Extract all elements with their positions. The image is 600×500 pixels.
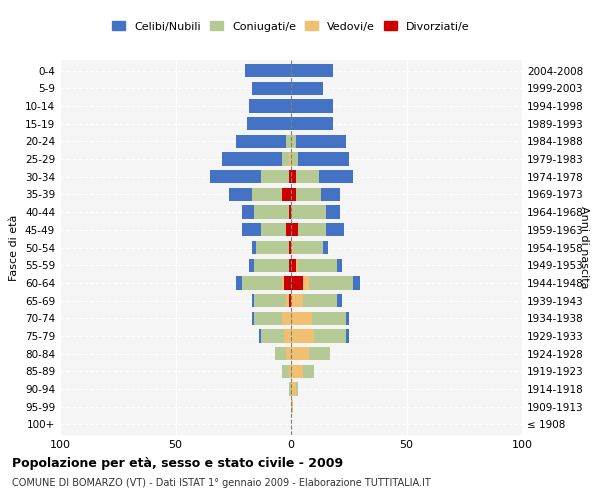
Bar: [289, 206, 291, 219]
Bar: [291, 223, 298, 236]
Bar: [291, 134, 296, 148]
Bar: [254, 312, 282, 325]
Bar: [291, 241, 293, 254]
Bar: [346, 330, 349, 342]
Bar: [293, 241, 323, 254]
Bar: [291, 152, 298, 166]
Bar: [289, 152, 291, 166]
Bar: [298, 258, 337, 272]
Bar: [236, 276, 242, 289]
Bar: [302, 276, 310, 289]
Bar: [337, 294, 342, 307]
Bar: [286, 347, 291, 360]
Bar: [291, 400, 293, 413]
Bar: [291, 330, 314, 342]
Bar: [291, 82, 323, 95]
Bar: [252, 312, 254, 325]
Bar: [291, 206, 326, 219]
Bar: [247, 117, 291, 130]
Bar: [291, 294, 302, 307]
Bar: [282, 152, 289, 166]
Bar: [291, 347, 310, 360]
Bar: [314, 330, 346, 342]
Bar: [296, 134, 346, 148]
Bar: [291, 117, 332, 130]
Bar: [289, 258, 291, 272]
Bar: [282, 312, 291, 325]
Bar: [312, 312, 346, 325]
Bar: [291, 188, 296, 201]
Bar: [261, 330, 284, 342]
Bar: [298, 223, 326, 236]
Bar: [289, 364, 291, 378]
Bar: [296, 170, 319, 183]
Bar: [296, 382, 298, 396]
Bar: [256, 241, 289, 254]
Bar: [291, 64, 332, 77]
Bar: [302, 364, 314, 378]
Bar: [259, 330, 261, 342]
Bar: [323, 241, 328, 254]
Bar: [302, 294, 337, 307]
Bar: [261, 170, 289, 183]
Bar: [310, 347, 330, 360]
Bar: [286, 223, 291, 236]
Bar: [291, 258, 296, 272]
Bar: [291, 276, 302, 289]
Text: Popolazione per età, sesso e stato civile - 2009: Popolazione per età, sesso e stato civil…: [12, 458, 343, 470]
Bar: [291, 100, 332, 112]
Bar: [261, 223, 286, 236]
Bar: [282, 188, 291, 201]
Bar: [282, 364, 289, 378]
Bar: [229, 188, 252, 201]
Bar: [254, 206, 289, 219]
Bar: [353, 276, 360, 289]
Bar: [326, 206, 340, 219]
Bar: [346, 312, 349, 325]
Bar: [275, 347, 286, 360]
Bar: [250, 258, 254, 272]
Y-axis label: Fasce di età: Fasce di età: [10, 214, 19, 280]
Bar: [298, 152, 349, 166]
Bar: [291, 364, 302, 378]
Bar: [289, 170, 291, 183]
Bar: [252, 294, 254, 307]
Bar: [291, 312, 312, 325]
Bar: [310, 276, 353, 289]
Bar: [289, 294, 291, 307]
Y-axis label: Anni di nascita: Anni di nascita: [579, 206, 589, 289]
Bar: [286, 134, 291, 148]
Bar: [252, 82, 291, 95]
Bar: [242, 223, 261, 236]
Bar: [252, 188, 282, 201]
Bar: [210, 170, 261, 183]
Bar: [319, 170, 353, 183]
Bar: [296, 258, 298, 272]
Bar: [337, 258, 342, 272]
Bar: [326, 223, 344, 236]
Bar: [222, 152, 282, 166]
Bar: [282, 276, 284, 289]
Bar: [242, 276, 282, 289]
Bar: [245, 64, 291, 77]
Bar: [286, 294, 289, 307]
Legend: Celibi/Nubili, Coniugati/e, Vedovi/e, Divorziati/e: Celibi/Nubili, Coniugati/e, Vedovi/e, Di…: [108, 17, 474, 36]
Bar: [250, 100, 291, 112]
Bar: [284, 330, 291, 342]
Bar: [252, 241, 256, 254]
Bar: [291, 382, 296, 396]
Bar: [321, 188, 340, 201]
Bar: [236, 134, 286, 148]
Bar: [242, 206, 254, 219]
Bar: [254, 258, 289, 272]
Bar: [254, 294, 286, 307]
Bar: [284, 276, 291, 289]
Bar: [289, 241, 291, 254]
Bar: [296, 188, 321, 201]
Bar: [291, 170, 296, 183]
Text: COMUNE DI BOMARZO (VT) - Dati ISTAT 1° gennaio 2009 - Elaborazione TUTTITALIA.IT: COMUNE DI BOMARZO (VT) - Dati ISTAT 1° g…: [12, 478, 431, 488]
Bar: [289, 382, 291, 396]
